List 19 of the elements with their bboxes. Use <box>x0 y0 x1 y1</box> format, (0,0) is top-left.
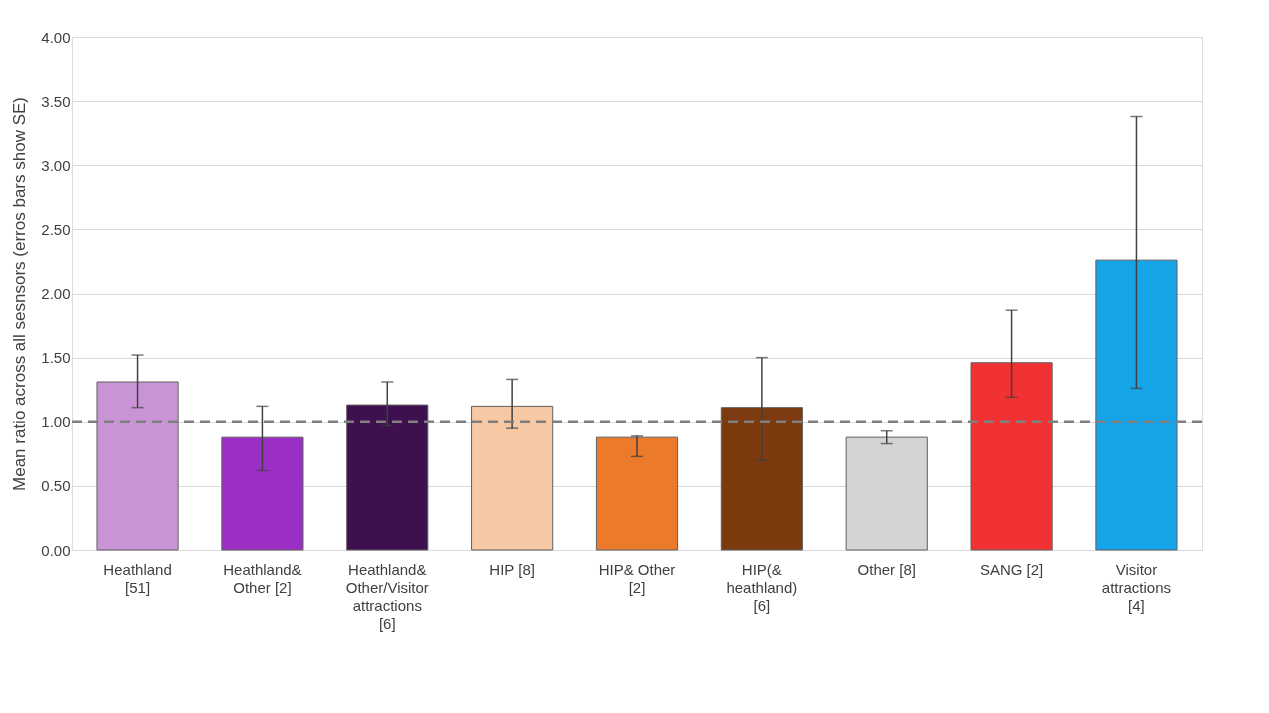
x-tick-label: HIP& Other [2] <box>598 560 676 596</box>
x-tick-label: Heathland& Other [2] <box>223 560 302 596</box>
x-tick-label: Other [8] <box>857 560 916 578</box>
y-tick-label: 4.00 <box>41 28 71 46</box>
y-tick-label: 0.00 <box>41 541 71 559</box>
y-tick-label: 3.50 <box>41 92 71 110</box>
y-tick-label: 3.00 <box>41 156 71 174</box>
y-tick-label: 0.50 <box>41 477 71 495</box>
x-tick-label: SANG [2] <box>979 560 1044 578</box>
x-tick-label: Heathland [51] <box>103 560 172 596</box>
x-tick-label: HIP [8] <box>489 560 535 578</box>
y-tick-label: 2.50 <box>41 220 71 238</box>
x-tick-label: Heathland& Other/Visitor attractions [6] <box>345 560 429 632</box>
x-tick-label: HIP(& heathland) [6] <box>726 560 798 614</box>
y-axis-title: Mean ratio across all sesnsors (erros bars show SE) <box>10 97 30 491</box>
y-tick-label: 1.00 <box>41 413 71 431</box>
y-tick-label: 2.00 <box>41 285 71 302</box>
y-tick-label: 1.50 <box>41 349 71 367</box>
x-tick-label: Visitor attractions [4] <box>1101 560 1172 614</box>
